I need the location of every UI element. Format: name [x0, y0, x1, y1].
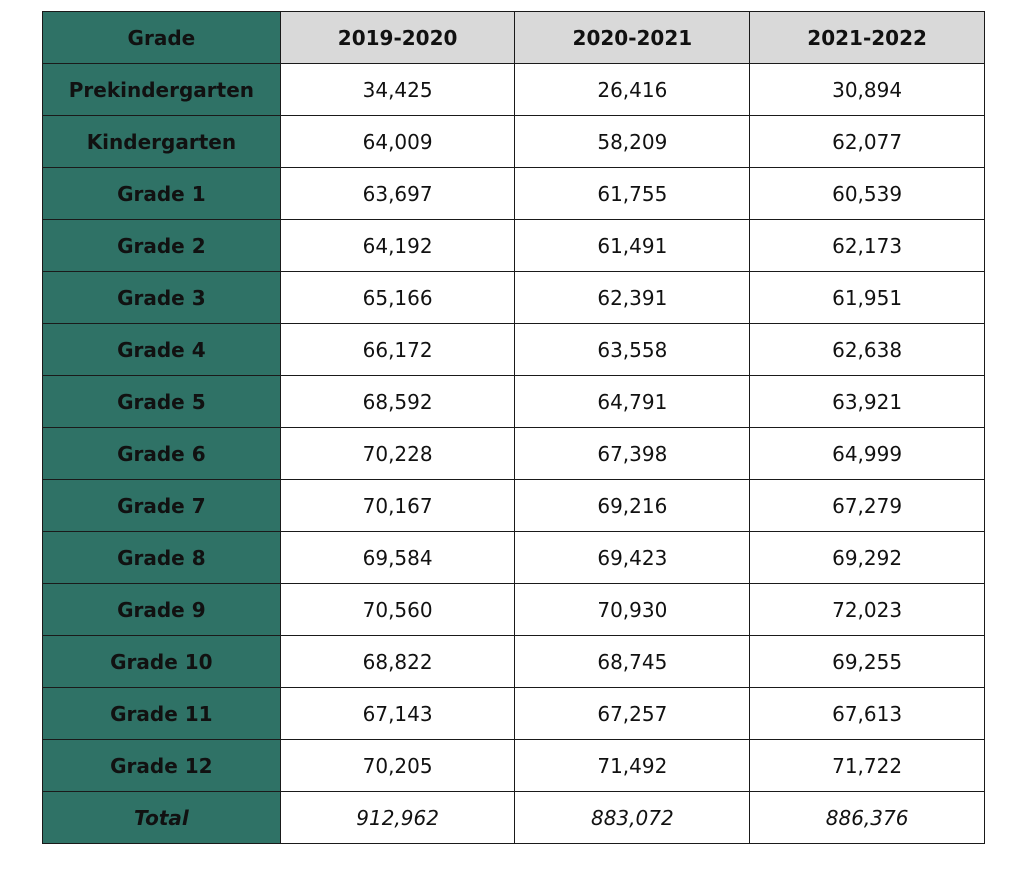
row-label: Grade 1: [42, 167, 281, 220]
table-cell: 70,930: [514, 583, 751, 636]
total-label: Total: [42, 791, 281, 844]
table-cell: 64,009: [279, 115, 516, 168]
table-cell: 67,257: [514, 687, 751, 740]
table-cell: 62,077: [749, 115, 985, 168]
grade-column-header: Grade: [42, 11, 281, 64]
table-row: Grade 1 63,697 61,755 60,539: [42, 167, 985, 220]
table-cell: 30,894: [749, 63, 985, 116]
table-cell: 67,398: [514, 427, 751, 480]
table-row: Grade 9 70,560 70,930 72,023: [42, 583, 985, 636]
row-label: Grade 3: [42, 271, 281, 324]
table-row: Grade 8 69,584 69,423 69,292: [42, 531, 985, 584]
table-cell: 64,999: [749, 427, 985, 480]
table-cell: 68,592: [279, 375, 516, 428]
table-row: Prekindergarten 34,425 26,416 30,894: [42, 63, 985, 116]
row-label: Prekindergarten: [42, 63, 281, 116]
table-cell: 34,425: [279, 63, 516, 116]
table-cell: 69,292: [749, 531, 985, 584]
table-row: Grade 5 68,592 64,791 63,921: [42, 375, 985, 428]
table-cell: 68,745: [514, 635, 751, 688]
row-label: Grade 7: [42, 479, 281, 532]
table-cell: 62,638: [749, 323, 985, 376]
total-cell: 883,072: [514, 791, 751, 844]
table-cell: 62,391: [514, 271, 751, 324]
row-label: Grade 9: [42, 583, 281, 636]
table-row: Grade 7 70,167 69,216 67,279: [42, 479, 985, 532]
row-label: Grade 12: [42, 739, 281, 792]
table-cell: 70,228: [279, 427, 516, 480]
table-cell: 61,491: [514, 219, 751, 272]
table-cell: 58,209: [514, 115, 751, 168]
year-column-header: 2019-2020: [279, 11, 516, 64]
table-cell: 67,279: [749, 479, 985, 532]
row-label: Grade 4: [42, 323, 281, 376]
table-cell: 63,558: [514, 323, 751, 376]
table-row: Grade 11 67,143 67,257 67,613: [42, 687, 985, 740]
table-cell: 72,023: [749, 583, 985, 636]
year-column-header: 2020-2021: [514, 11, 751, 64]
table-cell: 69,255: [749, 635, 985, 688]
total-row: Total 912,962 883,072 886,376: [42, 791, 985, 844]
table-cell: 67,613: [749, 687, 985, 740]
table-cell: 26,416: [514, 63, 751, 116]
table-cell: 62,173: [749, 219, 985, 272]
total-cell: 886,376: [749, 791, 985, 844]
table-cell: 67,143: [279, 687, 516, 740]
table-row: Grade 3 65,166 62,391 61,951: [42, 271, 985, 324]
table-cell: 63,697: [279, 167, 516, 220]
table-cell: 71,492: [514, 739, 751, 792]
table-cell: 70,167: [279, 479, 516, 532]
header-row: Grade 2019-2020 2020-2021 2021-2022: [42, 11, 985, 64]
enrollment-table: Grade 2019-2020 2020-2021 2021-2022 Prek…: [42, 11, 985, 844]
row-label: Grade 5: [42, 375, 281, 428]
table-cell: 65,166: [279, 271, 516, 324]
row-label: Kindergarten: [42, 115, 281, 168]
row-label: Grade 10: [42, 635, 281, 688]
total-cell: 912,962: [279, 791, 516, 844]
table-cell: 70,560: [279, 583, 516, 636]
table-cell: 64,192: [279, 219, 516, 272]
table-cell: 71,722: [749, 739, 985, 792]
table-cell: 64,791: [514, 375, 751, 428]
table-row: Grade 10 68,822 68,745 69,255: [42, 635, 985, 688]
row-label: Grade 2: [42, 219, 281, 272]
row-label: Grade 11: [42, 687, 281, 740]
table-cell: 70,205: [279, 739, 516, 792]
table-row: Grade 2 64,192 61,491 62,173: [42, 219, 985, 272]
table-row: Grade 12 70,205 71,492 71,722: [42, 739, 985, 792]
table-cell: 69,216: [514, 479, 751, 532]
table-cell: 68,822: [279, 635, 516, 688]
table-cell: 69,584: [279, 531, 516, 584]
row-label: Grade 8: [42, 531, 281, 584]
table-cell: 61,755: [514, 167, 751, 220]
row-label: Grade 6: [42, 427, 281, 480]
year-column-header: 2021-2022: [749, 11, 985, 64]
table-cell: 66,172: [279, 323, 516, 376]
table-cell: 63,921: [749, 375, 985, 428]
table-cell: 69,423: [514, 531, 751, 584]
table-row: Grade 4 66,172 63,558 62,638: [42, 323, 985, 376]
table-row: Grade 6 70,228 67,398 64,999: [42, 427, 985, 480]
table-cell: 60,539: [749, 167, 985, 220]
table-cell: 61,951: [749, 271, 985, 324]
table-row: Kindergarten 64,009 58,209 62,077: [42, 115, 985, 168]
